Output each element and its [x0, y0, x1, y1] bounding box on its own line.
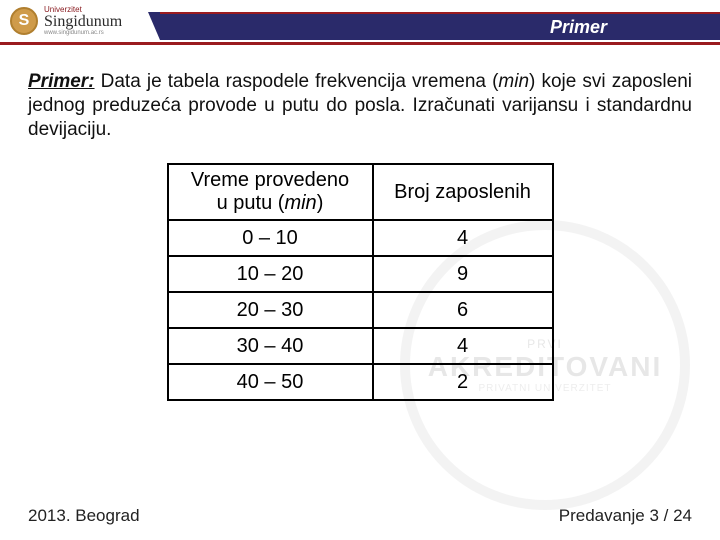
problem-text: Primer: Data je tabela raspodele frekven…	[28, 70, 692, 141]
title-bar: Primer	[160, 12, 720, 40]
cell-time: 10 – 20	[168, 256, 373, 292]
col2-header: Broj zaposlenih	[373, 164, 553, 220]
footer: 2013. Beograd Predavanje 3 / 24	[28, 506, 692, 526]
cell-time: 20 – 30	[168, 292, 373, 328]
cell-count: 6	[373, 292, 553, 328]
problem-t1: Data je tabela raspodele frekvencija vre…	[95, 71, 499, 92]
problem-min: min	[498, 71, 529, 92]
divider	[0, 42, 720, 45]
header: S Univerzitet Singidunum www.singidunum.…	[0, 0, 720, 50]
cell-count: 2	[373, 364, 553, 400]
footer-left: 2013. Beograd	[28, 506, 140, 526]
cell-time: 30 – 40	[168, 328, 373, 364]
table-row: 10 – 20 9	[168, 256, 553, 292]
table-row: 0 – 10 4	[168, 220, 553, 256]
problem-label: Primer:	[28, 71, 95, 92]
content: Primer: Data je tabela raspodele frekven…	[0, 50, 720, 401]
col1-header: Vreme provedeno u putu (min)	[168, 164, 373, 220]
slide-title: Primer	[160, 14, 720, 38]
table-row: 20 – 30 6	[168, 292, 553, 328]
cell-time: 40 – 50	[168, 364, 373, 400]
logo-main: Singidunum	[44, 14, 122, 30]
logo-sub: www.singidunum.ac.rs	[44, 30, 122, 36]
logo: S Univerzitet Singidunum www.singidunum.…	[10, 6, 122, 36]
cell-time: 0 – 10	[168, 220, 373, 256]
cell-count: 4	[373, 328, 553, 364]
col1-h-min: min	[284, 192, 316, 214]
col1-h-l2b: )	[317, 192, 324, 214]
footer-right: Predavanje 3 / 24	[559, 506, 692, 526]
cell-count: 9	[373, 256, 553, 292]
table-row: 30 – 40 4	[168, 328, 553, 364]
table-wrap: Vreme provedeno u putu (min) Broj zaposl…	[28, 163, 692, 401]
col1-h-l1: Vreme provedeno	[191, 169, 349, 191]
col1-h-l2a: u putu (	[217, 192, 285, 214]
logo-text: Univerzitet Singidunum www.singidunum.ac…	[44, 6, 122, 36]
table-row: 40 – 50 2	[168, 364, 553, 400]
logo-icon: S	[10, 7, 38, 35]
table-header-row: Vreme provedeno u putu (min) Broj zaposl…	[168, 164, 553, 220]
cell-count: 4	[373, 220, 553, 256]
data-table: Vreme provedeno u putu (min) Broj zaposl…	[167, 163, 554, 401]
